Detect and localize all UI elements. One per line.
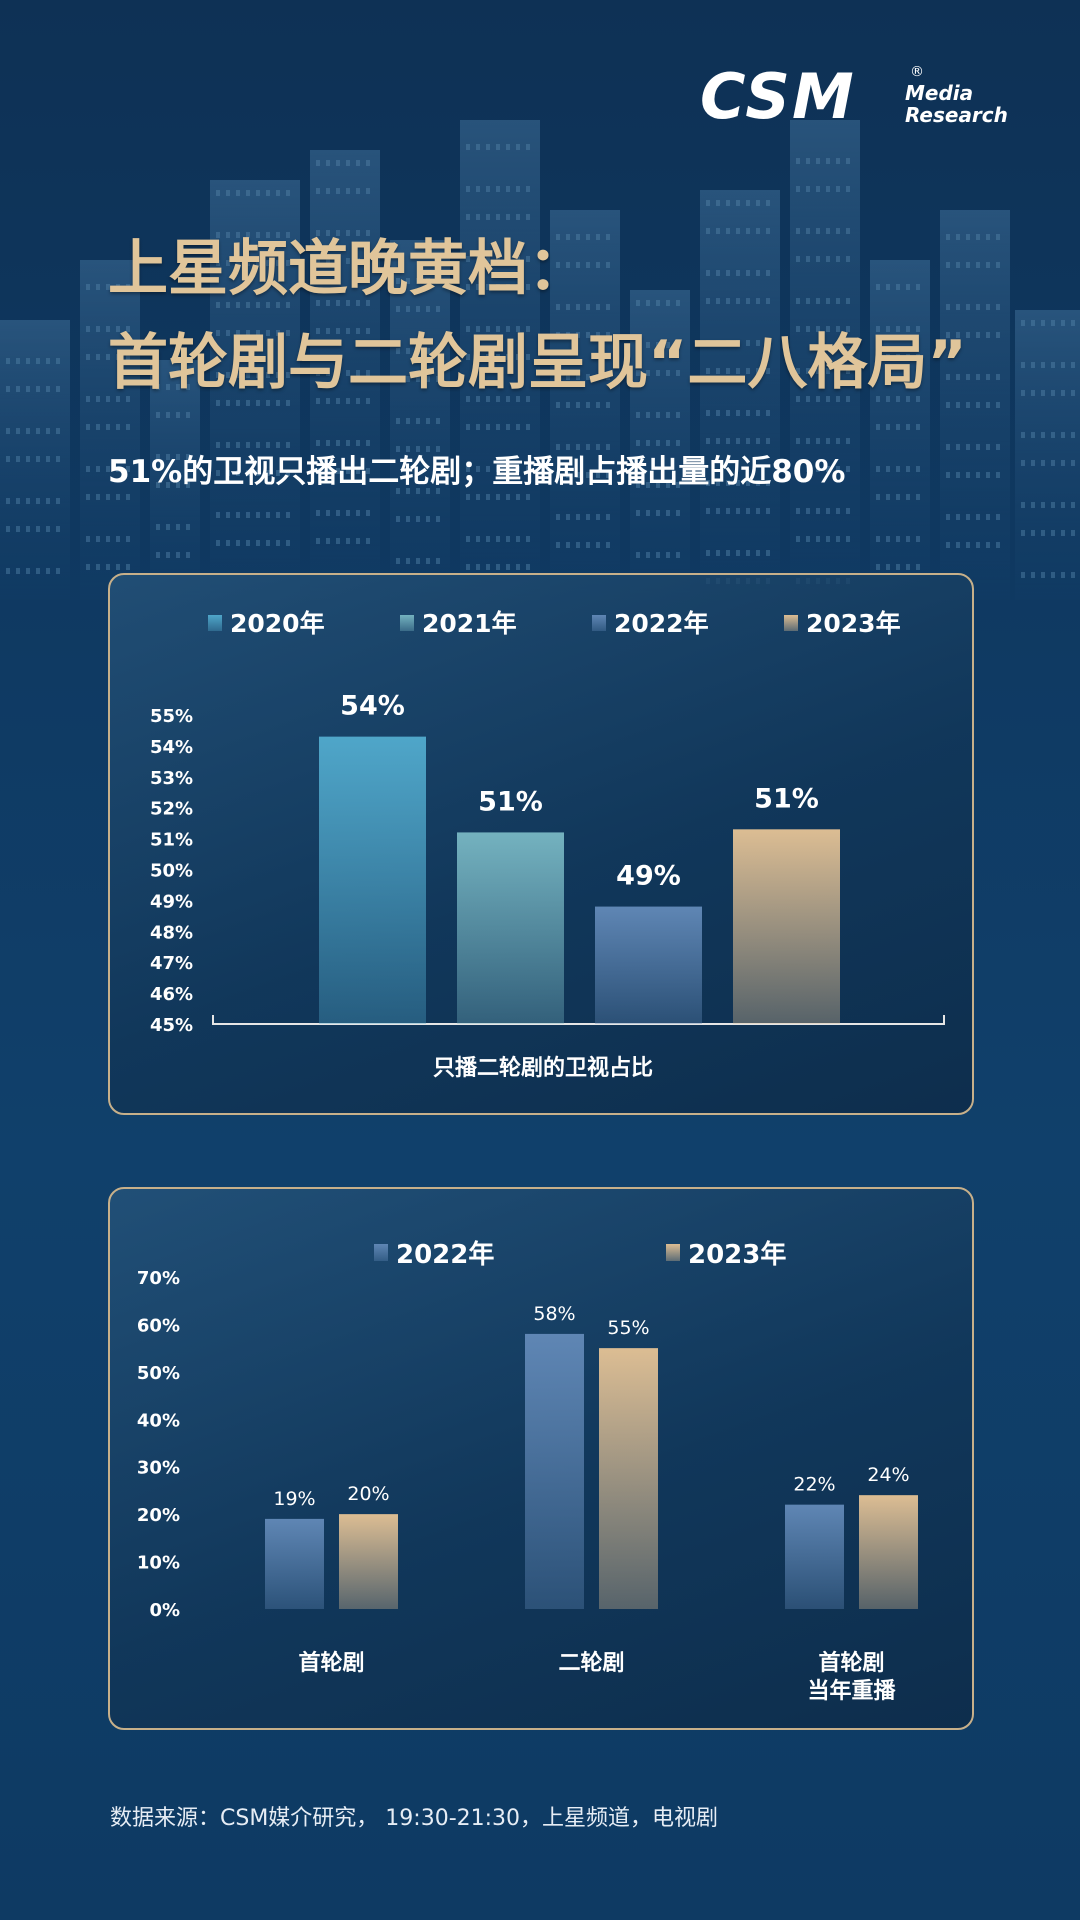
csm-logo: CSM ® Media Research [700, 62, 1000, 132]
bar-2022年 [595, 907, 702, 1024]
page-title: 上星频道晚黄档： 首轮剧与二轮剧呈现“二八格局” [108, 222, 1068, 410]
bar-2023年 [859, 1495, 918, 1609]
y-tick-label: 55% [150, 706, 193, 727]
x-category-label: 首轮剧 [818, 1650, 884, 1676]
data-label-2022年: 22% [793, 1474, 835, 1496]
y-tick-label: 46% [150, 984, 193, 1005]
page-subtitle: 51%的卫视只播出二轮剧；重播剧占播出量的近80% [108, 446, 845, 491]
data-label-2022年: 58% [533, 1303, 575, 1325]
y-tick-label: 45% [150, 1015, 193, 1036]
bar-2022年 [265, 1519, 324, 1609]
y-tick-label: 47% [150, 953, 193, 974]
logo-subtitle: Media Research [905, 72, 1008, 126]
bar-2022年 [785, 1505, 844, 1609]
bar-2023年 [599, 1348, 658, 1609]
skyline-building [0, 320, 70, 600]
chart-card-2: 2022年 2023年 0% 10% 20% 30% 40% 50% 60% 70% 19% 20% 首… [108, 1187, 974, 1730]
data-label-2023年: 51% [754, 783, 819, 814]
y-tick-label: 51% [150, 830, 193, 851]
x-category-label: 只播二轮剧的卫视占比 [433, 1055, 653, 1081]
data-label-2023年: 24% [867, 1464, 909, 1486]
data-label-2020年: 54% [340, 691, 405, 722]
bar-2022年 [525, 1334, 584, 1609]
legend-swatch-2020年 [208, 615, 222, 631]
legend-swatch-2021年 [400, 615, 414, 631]
legend-label-2021年: 2021年 [422, 609, 517, 638]
legend-label-2020年: 2020年 [230, 609, 325, 638]
title-line-1: 上星频道晚黄档： [108, 222, 1068, 316]
y-tick-label: 60% [137, 1315, 180, 1336]
chart-card-1: 2020年 2021年 2022年 2023年 45% 46% 47% 48% 49% 50% 51… [108, 573, 974, 1115]
bar-2020年 [319, 737, 426, 1024]
data-label-2023年: 20% [347, 1483, 389, 1505]
x-category-label: 二轮剧 [558, 1650, 624, 1676]
legend-swatch-2023年 [666, 1244, 680, 1261]
y-tick-label: 49% [150, 891, 193, 912]
y-tick-label: 52% [150, 799, 193, 820]
y-tick-label: 50% [150, 861, 193, 882]
y-tick-label: 10% [137, 1553, 180, 1574]
data-source-note: 数据来源：CSM媒介研究， 19:30-21:30，上星频道，电视剧 [110, 1800, 718, 1832]
legend-swatch-2023年 [784, 615, 798, 631]
title-line-2: 首轮剧与二轮剧呈现“二八格局” [108, 316, 1068, 410]
y-tick-label: 48% [150, 922, 193, 943]
logo-sub-research: Research [905, 104, 1008, 126]
y-tick-label: 20% [137, 1505, 180, 1526]
bar-2021年 [457, 832, 564, 1024]
logo-text: CSM [700, 62, 856, 132]
y-tick-label: 30% [137, 1458, 180, 1479]
data-label-2022年: 49% [616, 861, 681, 892]
y-tick-label: 53% [150, 768, 193, 789]
legend-swatch-2022年 [592, 615, 606, 631]
y-tick-label: 40% [137, 1410, 180, 1431]
y-tick-label: 70% [137, 1268, 180, 1289]
legend-label-2023年: 2023年 [688, 1239, 786, 1270]
x-category-label: 当年重播 [807, 1678, 896, 1704]
bar-2023年 [339, 1514, 398, 1609]
legend-label-2022年: 2022年 [614, 609, 709, 638]
legend-label-2022年: 2022年 [396, 1239, 494, 1270]
y-tick-label: 54% [150, 737, 193, 758]
x-category-label: 首轮剧 [298, 1650, 364, 1676]
data-label-2022年: 19% [273, 1488, 315, 1510]
y-tick-label: 0% [149, 1600, 180, 1621]
chart-1-svg: 2020年 2021年 2022年 2023年 45% 46% 47% 48% 49% 50% 51… [110, 575, 974, 1115]
bar-2023年 [733, 829, 840, 1024]
legend-swatch-2022年 [374, 1244, 388, 1261]
data-label-2023年: 55% [607, 1317, 649, 1339]
legend-label-2023年: 2023年 [806, 609, 901, 638]
chart-2-svg: 2022年 2023年 0% 10% 20% 30% 40% 50% 60% 70% 19% 20% 首… [110, 1189, 974, 1730]
y-tick-label: 50% [137, 1363, 180, 1384]
logo-sub-media: Media [905, 82, 1008, 104]
data-label-2021年: 51% [478, 786, 543, 817]
